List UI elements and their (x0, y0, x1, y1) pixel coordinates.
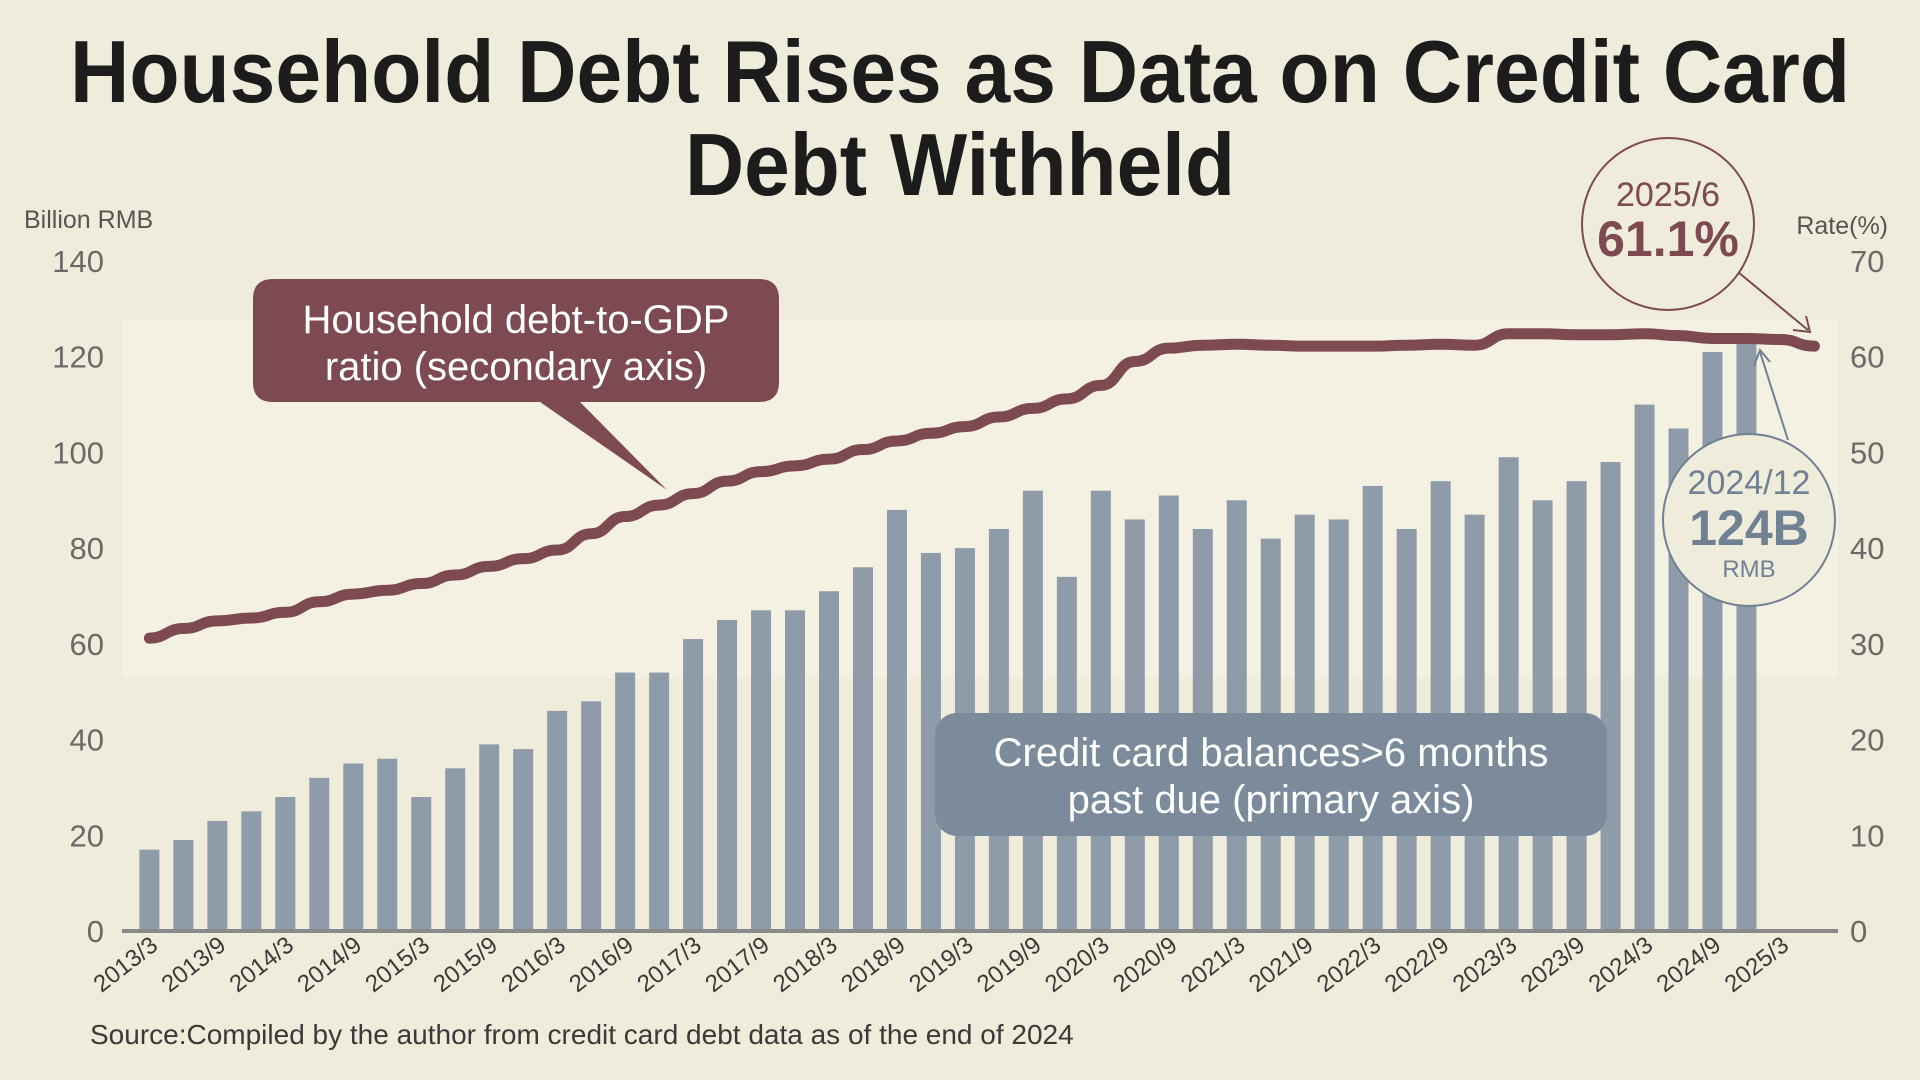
title-line-1: Household Debt Rises as Data on Credit C… (70, 22, 1850, 121)
bar-point-circle (1662, 433, 1836, 607)
bar-2014/12 (377, 758, 398, 931)
bar-2015/6 (445, 768, 466, 931)
y-axis-label: Billion RMB (24, 206, 153, 234)
bar-point-unit: RMB (1722, 556, 1775, 583)
debt-to-gdp-line (143, 328, 1820, 644)
y2-axis-label: Rate(%) (1796, 212, 1888, 240)
line-series-callout: Household debt-to-GDP ratio (secondary a… (253, 279, 779, 490)
bar-2023/9 (1566, 481, 1587, 931)
y2-tick-label: 10 (1850, 818, 1884, 853)
bar-2018/6 (852, 567, 873, 931)
y2-tick-label: 30 (1850, 627, 1884, 662)
bar-2023/12 (1600, 462, 1621, 931)
bar-2014/9 (343, 763, 364, 931)
y-tick-label: 100 (52, 435, 104, 470)
bar-2022/3 (1362, 485, 1383, 931)
line-callout-text-2: ratio (secondary axis) (325, 345, 707, 389)
y2-tick-label: 70 (1850, 244, 1884, 279)
line-point-value: 61.1% (1597, 211, 1739, 267)
bar-2016/3 (547, 710, 568, 931)
arrow-head-icon (1753, 348, 1771, 367)
bar-callout-text-2: past due (primary axis) (1068, 778, 1475, 822)
line-callout-box (253, 279, 779, 490)
bar-2015/12 (513, 749, 534, 931)
y-tick-label: 120 (52, 340, 104, 375)
bar-callout-text-1: Credit card balances>6 months (994, 731, 1549, 775)
bar-2023/3 (1498, 457, 1519, 931)
title-line-2: Debt Withheld (685, 115, 1235, 214)
bar-2013/6 (173, 840, 194, 931)
bar-series-callout: Credit card balances>6 months past due (… (935, 713, 1607, 836)
bar-2014/3 (275, 797, 296, 931)
bar-callout-box (935, 713, 1607, 836)
bar-2015/9 (479, 744, 500, 931)
bar-2014/6 (309, 777, 330, 931)
y-tick-label: 40 (70, 723, 104, 758)
line-point-circle (1581, 137, 1755, 311)
bar-2018/9 (886, 509, 907, 931)
bar-2013/3 (139, 849, 160, 931)
bar-2017/6 (717, 619, 738, 931)
source-note: Source:Compiled by the author from credi… (90, 1019, 1074, 1050)
y-tick-label: 0 (87, 914, 104, 949)
bar-2015/3 (411, 797, 432, 931)
bar-point-annotation: 2024/12 124B RMB (1662, 348, 1836, 607)
y-tick-label: 20 (70, 818, 104, 853)
y2-tick-label: 40 (1850, 531, 1884, 566)
line-callout-text-1: Household debt-to-GDP (303, 298, 730, 342)
bar-2022/9 (1430, 481, 1451, 931)
y2-tick-label: 0 (1850, 914, 1867, 949)
y2-tick-label: 20 (1850, 723, 1884, 758)
y2-tick-label: 60 (1850, 340, 1884, 375)
bar-2017/12 (785, 610, 806, 931)
bar-point-value: 124B (1689, 500, 1809, 556)
line-point-arrow (1737, 271, 1809, 331)
bar-2020/3 (1090, 490, 1111, 931)
bar-2024/12 (1736, 337, 1757, 932)
line-point-date: 2025/6 (1616, 176, 1720, 214)
y-tick-label: 60 (70, 627, 104, 662)
bar-2016/12 (649, 672, 670, 931)
bar-2013/9 (207, 820, 228, 931)
bar-point-date: 2024/12 (1688, 464, 1811, 502)
bar-point-arrow (1759, 351, 1789, 441)
y-tick-label: 140 (52, 244, 104, 279)
bar-2018/3 (819, 591, 839, 931)
bar-2024/3 (1634, 404, 1655, 932)
bar-2017/3 (683, 639, 704, 931)
y2-tick-label: 50 (1850, 435, 1884, 470)
arrow-head-icon (1792, 315, 1812, 334)
bar-2016/6 (581, 701, 602, 931)
bar-2019/9 (1022, 490, 1043, 931)
y-tick-label: 80 (70, 531, 104, 566)
bar-2013/12 (241, 811, 262, 931)
bar-2017/9 (751, 610, 772, 931)
bar-2018/12 (920, 552, 941, 931)
line-point-annotation: 2025/6 61.1% (1581, 137, 1812, 334)
bar-2016/9 (615, 672, 636, 931)
